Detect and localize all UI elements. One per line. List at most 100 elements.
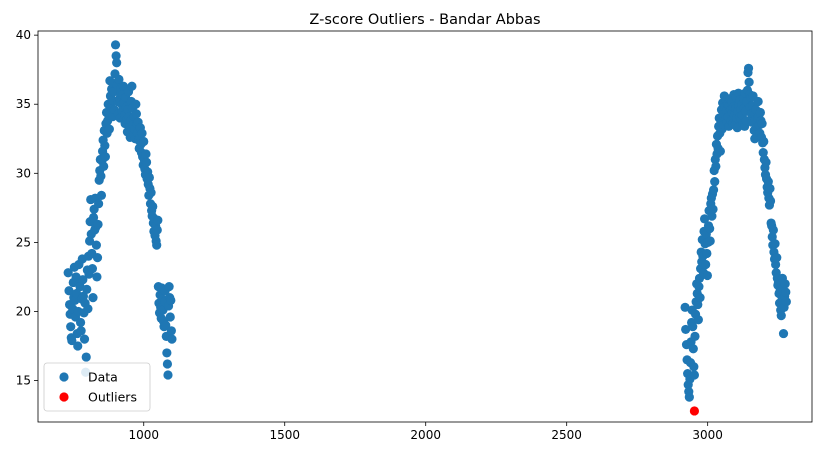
data-point: [91, 240, 101, 250]
data-point: [771, 259, 781, 270]
data-point: [96, 171, 106, 181]
data-point: [75, 317, 86, 328]
data-point: [63, 268, 73, 278]
data-point: [131, 109, 142, 119]
data-point: [163, 370, 173, 380]
outlier-point: [689, 406, 700, 416]
data-point: [66, 322, 76, 332]
y-tick-label: 30: [16, 166, 31, 180]
data-point: [112, 58, 122, 68]
data-point: [693, 299, 703, 310]
data-point: [92, 252, 103, 263]
data-point: [110, 40, 121, 50]
data-point: [743, 63, 754, 73]
data-point: [753, 96, 763, 107]
data-point: [114, 74, 124, 84]
data-point: [705, 223, 715, 234]
data-point: [705, 236, 715, 246]
data-point: [146, 188, 156, 198]
data-point: [768, 225, 778, 235]
data-point: [689, 370, 700, 380]
data-point: [127, 81, 137, 91]
data-point: [85, 236, 95, 246]
data-point: [681, 324, 691, 335]
data-point: [152, 240, 162, 250]
data-point: [152, 225, 162, 235]
data-point: [684, 392, 694, 402]
data-point: [73, 341, 83, 351]
data-point: [87, 264, 98, 274]
data-point: [690, 331, 700, 341]
legend: Data Outliers: [43, 362, 151, 412]
data-point: [94, 199, 104, 209]
data-point: [79, 334, 90, 344]
data-point: [167, 334, 177, 344]
data-point: [164, 282, 174, 292]
data-point: [161, 320, 171, 330]
data-point: [744, 77, 754, 87]
data-point: [82, 284, 92, 294]
legend-label-outliers: Outliers: [88, 390, 137, 405]
data-point: [81, 352, 91, 362]
data-point: [76, 326, 86, 336]
data-point: [693, 315, 703, 325]
data-point: [67, 335, 77, 346]
data-point: [759, 136, 769, 147]
chart-title: Z-score Outliers - Bandar Abbas: [309, 12, 540, 28]
data-point: [111, 51, 121, 61]
legend-marker-data: [59, 372, 69, 382]
data-point: [688, 344, 698, 354]
data-point: [708, 204, 718, 214]
y-tick-label: 20: [16, 304, 31, 318]
data-point: [763, 177, 773, 187]
data-point: [781, 287, 791, 297]
x-axis: 1000 1500 2000 2500 3000: [128, 422, 723, 442]
data-point: [710, 177, 720, 187]
data-point: [757, 118, 767, 129]
data-point: [162, 359, 173, 369]
data-point: [695, 293, 705, 303]
data-point: [104, 124, 114, 134]
data-point: [767, 232, 777, 242]
data-point: [88, 293, 98, 303]
data-point: [83, 304, 93, 314]
data-point: [100, 152, 110, 162]
data-point: [93, 219, 103, 230]
y-tick-label: 25: [16, 235, 31, 249]
data-point: [715, 146, 725, 156]
y-tick-label: 15: [16, 374, 31, 388]
data-point: [64, 286, 74, 296]
data-point: [680, 302, 690, 312]
data-point: [781, 297, 791, 307]
x-tick-label: 2500: [551, 428, 582, 442]
x-tick-label: 2000: [410, 428, 441, 442]
data-point: [702, 270, 712, 281]
legend-label-data: Data: [88, 370, 118, 385]
y-tick-label: 40: [16, 28, 31, 42]
data-point: [141, 149, 151, 159]
x-tick-label: 1000: [128, 428, 159, 442]
data-point: [765, 196, 776, 206]
legend-marker-outliers: [59, 392, 69, 402]
data-point: [99, 161, 109, 171]
data-point: [701, 259, 711, 270]
data-point: [100, 141, 110, 151]
data-point: [711, 161, 721, 171]
data-point: [689, 362, 699, 372]
data-point: [708, 185, 719, 195]
data-point: [765, 183, 775, 194]
data-point: [148, 201, 158, 212]
data-point: [153, 215, 163, 225]
data-point: [141, 157, 152, 167]
data-point: [78, 291, 88, 301]
legend-box: [43, 362, 151, 412]
data-point: [139, 136, 149, 147]
data-point: [770, 239, 780, 249]
data-point: [702, 248, 712, 259]
data-point: [755, 107, 766, 118]
data-point: [166, 295, 176, 306]
data-point: [137, 128, 147, 138]
data-point: [144, 172, 154, 183]
data-point: [88, 212, 99, 223]
